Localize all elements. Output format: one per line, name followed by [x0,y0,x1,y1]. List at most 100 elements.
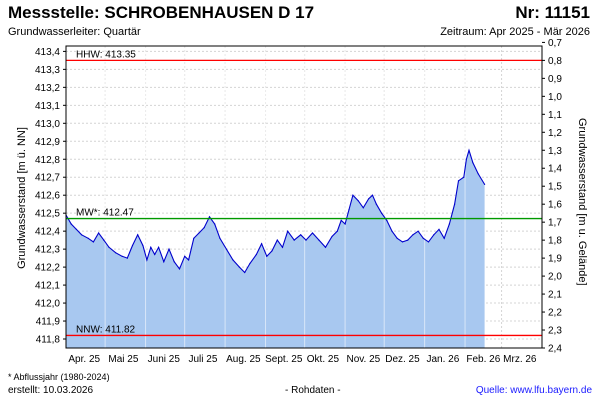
x-tick-label: Juni 25 [148,354,181,365]
y2-tick-label: 2,0 [548,272,562,283]
x-tick-label: Jan. 26 [426,354,459,365]
data-point [472,162,474,164]
y2-tick-label: 0,7 [548,38,562,49]
y2-tick-label: 0,9 [548,74,562,85]
data-point [457,180,460,182]
data-point [142,244,144,247]
footnote: * Abflussjahr (1980-2024) [8,372,110,382]
series-area [66,150,485,348]
y-tick-label: 413,2 [35,83,60,94]
reference-line-label: NNW: 411.82 [76,324,136,335]
data-point [163,261,165,263]
y2-tick-label: 1,8 [548,236,562,247]
data-point [168,248,170,250]
plot-frame [65,45,543,349]
y2-tick-label: 1,7 [548,218,562,229]
data-point [255,253,257,256]
data-point [184,255,186,257]
page-title: Messstelle: SCHROBENHAUSEN D 17 [8,3,315,22]
data-point [293,239,295,241]
data-point [108,246,110,248]
y-tick-label: 413,0 [35,119,60,130]
y-tick-label: 412,3 [35,245,60,256]
data-point [126,257,128,259]
data-point [75,228,77,230]
x-tick-label: Dez. 25 [385,354,420,365]
data-point [249,262,251,265]
y2-tick-label: 2,2 [548,308,562,319]
y-tick-label: 412,0 [35,299,60,310]
aquifer-label: Grundwasserleiter: Quartär [8,26,141,38]
data-point [386,219,388,221]
data-point [150,246,152,248]
series-line [65,148,486,274]
x-tick-label: Nov. 25 [346,354,380,365]
data-point [371,194,374,196]
data-point [154,253,156,256]
data-point [484,183,486,185]
y-tick-label: 412,6 [35,191,60,202]
data-point [336,230,338,232]
data-point [92,241,94,243]
data-point [438,228,440,230]
data-point [344,223,346,225]
y-tick-label: 411,9 [36,317,61,328]
x-tick-label: Mrz. 26 [503,354,537,365]
data-point [121,255,123,257]
data-point [362,207,364,209]
y2-tick-label: 1,5 [548,182,562,193]
data-point [443,237,445,239]
data-point [381,212,383,214]
data-point [87,237,89,239]
data-point [287,230,289,232]
data-point [318,239,320,241]
data-point [281,246,284,248]
data-point [465,158,467,160]
data-point [422,237,424,239]
data-point [448,223,450,225]
data-point [225,248,227,250]
data-point [305,239,307,241]
y-tick-label: 413,3 [35,65,60,76]
y-tick-label: 412,9 [35,137,60,148]
data-point [433,234,435,236]
x-tick-label: Apr. 25 [68,354,100,365]
data-point [357,200,359,202]
y2-tick-label: 2,1 [548,290,562,301]
data-point [188,259,190,261]
data-point [219,237,221,239]
source-link[interactable]: Quelle: www.lfu.bayern.de [475,385,592,396]
data-point [331,235,333,238]
data-point [368,198,370,200]
data-point [232,259,234,261]
data-point [352,194,354,196]
data-point [311,232,314,234]
y-tick-label: 412,7 [35,173,60,184]
data-point [396,237,398,239]
y2-tick-label: 2,3 [548,326,562,337]
data-point [391,230,393,232]
data-point [131,244,134,247]
y-tick-label: 411,8 [36,335,61,346]
data-point [70,223,72,225]
data-point [81,234,83,236]
data-point [115,252,117,254]
data-point [103,239,105,241]
x-tick-label: Sept. 25 [265,354,303,365]
x-tick-label: Juli 25 [188,354,217,365]
station-number: Nr: 11151 [515,3,590,22]
data-point [300,234,302,236]
y-tick-label: 412,5 [35,209,60,220]
y-tick-label: 412,4 [35,227,60,238]
reference-line-label: MW*: 412.47 [76,208,134,219]
reference-line-label: HHW: 413.35 [76,49,136,60]
data-point [214,223,216,225]
data-point [173,261,175,263]
data-point [261,243,263,245]
data-point [427,241,430,243]
data-point [276,239,278,241]
y2-tick-label: 1,2 [548,128,562,139]
y2-tick-label: 1,9 [548,254,562,265]
data-point [417,230,419,232]
